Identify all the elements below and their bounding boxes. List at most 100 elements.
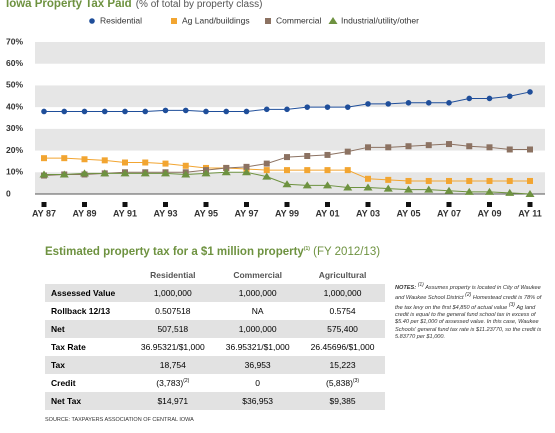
data-point: [120, 169, 130, 177]
data-point: [182, 162, 189, 169]
table-cell: 0.5754: [329, 306, 356, 316]
x-tick: [203, 202, 209, 207]
data-point: [385, 101, 392, 107]
data-point: [262, 172, 272, 180]
x-tick-label: AY 89: [72, 208, 96, 218]
data-point: [263, 167, 270, 174]
y-tick-label: 40%: [6, 101, 23, 111]
data-point: [223, 164, 230, 171]
data-point: [80, 169, 89, 177]
data-point: [302, 181, 312, 189]
column-header: Residential: [150, 270, 196, 280]
data-point: [323, 181, 332, 189]
data-point: [425, 177, 432, 184]
x-tick-label: AY 91: [113, 208, 137, 218]
column-header: Commercial: [233, 270, 282, 280]
data-point: [41, 108, 47, 115]
x-tick-label: AY 97: [234, 208, 258, 218]
legend-label: Residential: [100, 15, 142, 25]
data-point: [425, 100, 432, 106]
x-tick: [82, 202, 87, 207]
table-row: Tax 18,754 36,953 15,223: [45, 356, 385, 374]
data-point: [203, 108, 209, 115]
note-mark: (1): [417, 282, 424, 288]
table-row: Credit (3,783)(2) 0 (5,838)(3): [45, 374, 385, 392]
x-tick: [365, 202, 371, 207]
x-tick: [122, 202, 128, 207]
data-point: [162, 160, 169, 167]
grid-band: [35, 172, 545, 194]
table-row: Assessed Value 1,000,000 1,000,000 1,000,00…: [45, 284, 385, 302]
table-cell: 0: [255, 378, 261, 388]
x-tick-label: AY 09: [477, 208, 501, 218]
data-point: [344, 104, 351, 110]
data-point: [59, 170, 69, 178]
data-point: [385, 144, 392, 151]
data-point: [506, 93, 513, 100]
x-tick-label: AY 99: [275, 208, 299, 218]
legend-marker: [171, 18, 177, 24]
note-mark: (3): [508, 302, 515, 309]
legend-label: Ag Land/buildings: [182, 15, 250, 25]
notes: NOTES: (1) Assumes property is located i…: [395, 282, 545, 341]
data-point: [425, 142, 432, 149]
table-title: Estimated property tax for a $1 million …: [45, 246, 390, 258]
data-point: [486, 177, 493, 184]
data-point: [162, 107, 169, 114]
data-point: [505, 188, 515, 196]
x-tick: [487, 202, 492, 207]
data-point: [282, 180, 292, 188]
table-row: Net Tax $14,971 $36,953 $9,385: [45, 392, 385, 410]
data-point: [181, 170, 191, 178]
chart-title: Iowa Property Tax Paid (% of total by pro…: [6, 0, 262, 10]
table-cell: NA: [251, 306, 264, 316]
source: SOURCE: TAXPAYERS ASSOCIATION OF CENTRAL…: [45, 417, 194, 423]
data-point: [81, 156, 88, 163]
data-point: [365, 175, 371, 182]
x-tick: [527, 202, 533, 207]
y-tick-label: 10%: [6, 167, 23, 177]
data-point: [284, 154, 290, 161]
data-point: [263, 106, 270, 113]
x-tick-label: AY 11: [518, 208, 542, 218]
data-point: [304, 167, 311, 174]
cell-note: (3): [352, 378, 360, 385]
y-tick-label: 70%: [6, 36, 23, 46]
x-tick-label: AY 03: [356, 208, 380, 218]
data-point: [284, 106, 290, 113]
data-point: [324, 104, 331, 110]
data-point: [81, 108, 88, 115]
data-point: [344, 167, 351, 174]
notes-label: NOTES:: [395, 284, 417, 291]
data-point: [101, 108, 108, 115]
data-point: [41, 155, 47, 162]
data-point: [446, 177, 452, 184]
data-point: [446, 141, 452, 148]
x-tick-label: AY 95: [194, 208, 218, 218]
data-point: [363, 183, 373, 191]
x-tick: [325, 202, 330, 207]
data-point: [365, 144, 371, 151]
data-point: [61, 108, 68, 115]
data-point: [525, 190, 535, 197]
data-point: [405, 177, 412, 184]
table-cell: 36.95321/$1,000: [140, 342, 205, 352]
data-point: [242, 168, 251, 176]
data-point: [486, 144, 493, 151]
table-cell: $9,385: [300, 392, 385, 410]
data-point: [161, 169, 170, 177]
data-point: [527, 146, 533, 153]
data-point: [466, 143, 473, 150]
table-row: Net 507,518 1,000,000 575,400: [45, 320, 385, 338]
legend-marker: [328, 17, 338, 24]
table-cell: 18,754: [130, 356, 216, 374]
table-cell: 575,400: [300, 320, 385, 338]
table-cell: 507,518: [130, 320, 216, 338]
data-point: [142, 159, 149, 166]
cell-note: (2): [183, 378, 190, 385]
data-point: [304, 104, 311, 110]
table-cell: 0.507518: [155, 306, 191, 316]
x-tick: [446, 202, 452, 207]
table-cell: (3,783)(2): [130, 374, 215, 392]
